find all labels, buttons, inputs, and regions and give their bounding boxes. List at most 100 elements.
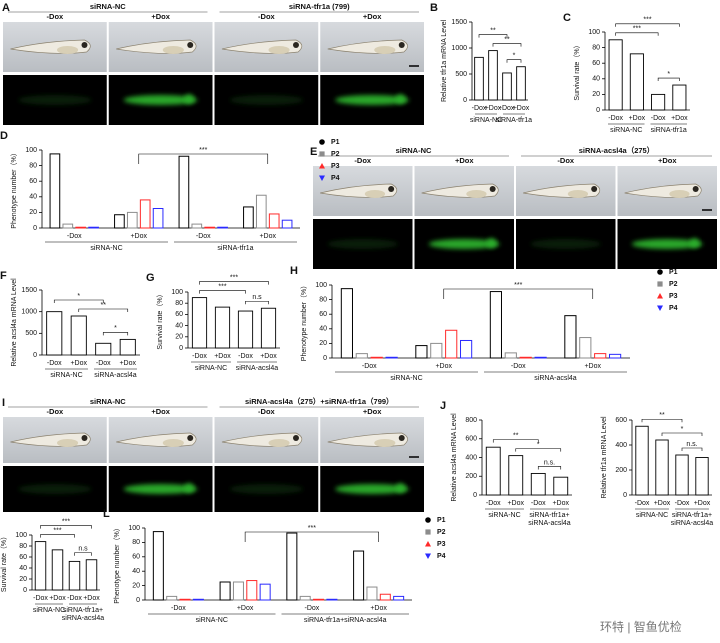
bar — [191, 223, 203, 229]
bar — [393, 595, 405, 601]
x-tick-label: -Dox — [531, 500, 546, 507]
significance-bracket — [515, 448, 562, 452]
x-tick-label: +Dox — [513, 105, 530, 112]
group-label: siRNA-NC — [390, 375, 422, 382]
significance-label: * — [77, 293, 80, 300]
y-tick-label: 40 — [319, 326, 327, 333]
significance-label: *** — [62, 518, 70, 525]
bar — [415, 345, 428, 359]
fluorescence — [17, 484, 92, 494]
y-tick-label: 500 — [25, 330, 37, 337]
x-tick-label: -Dox — [486, 500, 501, 507]
significance-bracket — [681, 447, 703, 451]
fluorescence — [335, 484, 410, 494]
y-tick-label: 20 — [592, 91, 600, 98]
significance-bracket — [138, 153, 269, 164]
column-header: -Dox — [258, 407, 275, 416]
significance-bracket — [74, 552, 92, 556]
x-tick-label: +Dox — [259, 233, 276, 240]
significance-label: *** — [199, 147, 207, 154]
bar — [655, 439, 669, 496]
group-label: siRNA-tfr1a+siRNA-acsl4a — [304, 617, 387, 624]
fluorescence — [229, 484, 304, 494]
y-tick-label: 100 — [25, 147, 37, 154]
bar — [366, 586, 378, 601]
bar — [166, 595, 178, 601]
x-tick-label: +Dox — [671, 115, 688, 122]
legend-label: P3 — [669, 293, 678, 300]
group-label: siRNA-tfr1a — [496, 117, 532, 124]
yolk — [162, 46, 184, 54]
bar — [281, 219, 293, 229]
significance-label: ** — [513, 432, 519, 439]
y-tick-label: 1000 — [21, 309, 37, 316]
x-tick-label: -Dox — [675, 500, 690, 507]
group-label: siRNA-acsl4a — [94, 372, 137, 379]
significance-bracket — [102, 332, 129, 336]
bar — [695, 457, 709, 496]
significance-label: * — [537, 441, 540, 448]
group-header: siRNA-acsl4a（275） — [579, 145, 654, 155]
y-tick-label: 1000 — [451, 45, 467, 52]
significance-label: *** — [633, 26, 641, 33]
bar — [75, 226, 87, 229]
y-axis-label: Relative tfr1a mRNA Level — [441, 20, 448, 103]
y-tick-label: 60 — [132, 554, 140, 561]
y-axis-label: Phenotype number（%） — [10, 149, 18, 228]
significance-bracket — [443, 288, 594, 299]
watermark: 环特 | 智鱼优检 — [600, 619, 682, 634]
y-axis-label: Relative tfr1a mRNA Level — [601, 416, 608, 499]
x-tick-label: +Dox — [260, 353, 277, 360]
yolk — [374, 439, 396, 447]
bar — [651, 93, 666, 111]
x-tick-label: +Dox — [485, 105, 502, 112]
bar — [489, 291, 502, 359]
legend-marker — [319, 175, 325, 181]
x-tick-label: +Dox — [237, 605, 254, 612]
x-tick-label: -Dox — [472, 105, 487, 112]
bar — [608, 39, 623, 111]
significance-label: * — [513, 53, 516, 60]
y-tick-label: 40 — [29, 194, 37, 201]
legend-marker — [319, 151, 325, 157]
bar — [353, 550, 365, 601]
significance-label: *** — [643, 17, 651, 24]
legend-label: P1 — [437, 517, 446, 524]
bar — [516, 66, 526, 101]
significance-bracket — [78, 308, 129, 312]
significance-label: *** — [308, 525, 316, 532]
x-tick-label: +Dox — [83, 595, 100, 602]
panel-letter: A — [2, 2, 10, 14]
eye — [292, 435, 299, 441]
panel-letter: I — [2, 397, 5, 409]
significance-bracket — [40, 525, 92, 529]
bar — [259, 583, 271, 601]
significance-bracket — [492, 43, 522, 47]
legend-marker — [319, 163, 325, 169]
bar — [445, 329, 458, 359]
bar — [286, 532, 298, 601]
bar — [152, 531, 164, 601]
eye — [292, 42, 299, 48]
group-label: siRNA-NC — [470, 117, 502, 124]
significance-label: ** — [659, 412, 665, 419]
x-tick-label: +Dox — [370, 605, 387, 612]
y-tick-label: 60 — [19, 554, 27, 561]
y-tick-label: 80 — [319, 296, 327, 303]
bar — [488, 50, 498, 101]
y-tick-label: 40 — [592, 76, 600, 83]
panel-letter: H — [290, 265, 298, 277]
eye — [591, 186, 598, 192]
significance-label: n.s — [252, 294, 262, 301]
bar — [246, 580, 258, 601]
bar — [474, 56, 484, 101]
bar — [232, 581, 244, 601]
x-tick-label: +Dox — [694, 500, 711, 507]
y-tick-label: 20 — [319, 340, 327, 347]
column-header: +Dox — [151, 407, 170, 416]
legend-marker — [425, 517, 431, 523]
x-tick-label: -Dox — [635, 500, 650, 507]
y-tick-label: 1500 — [21, 287, 37, 294]
fluorescence-head — [395, 94, 406, 104]
panel-letter: F — [0, 270, 7, 282]
